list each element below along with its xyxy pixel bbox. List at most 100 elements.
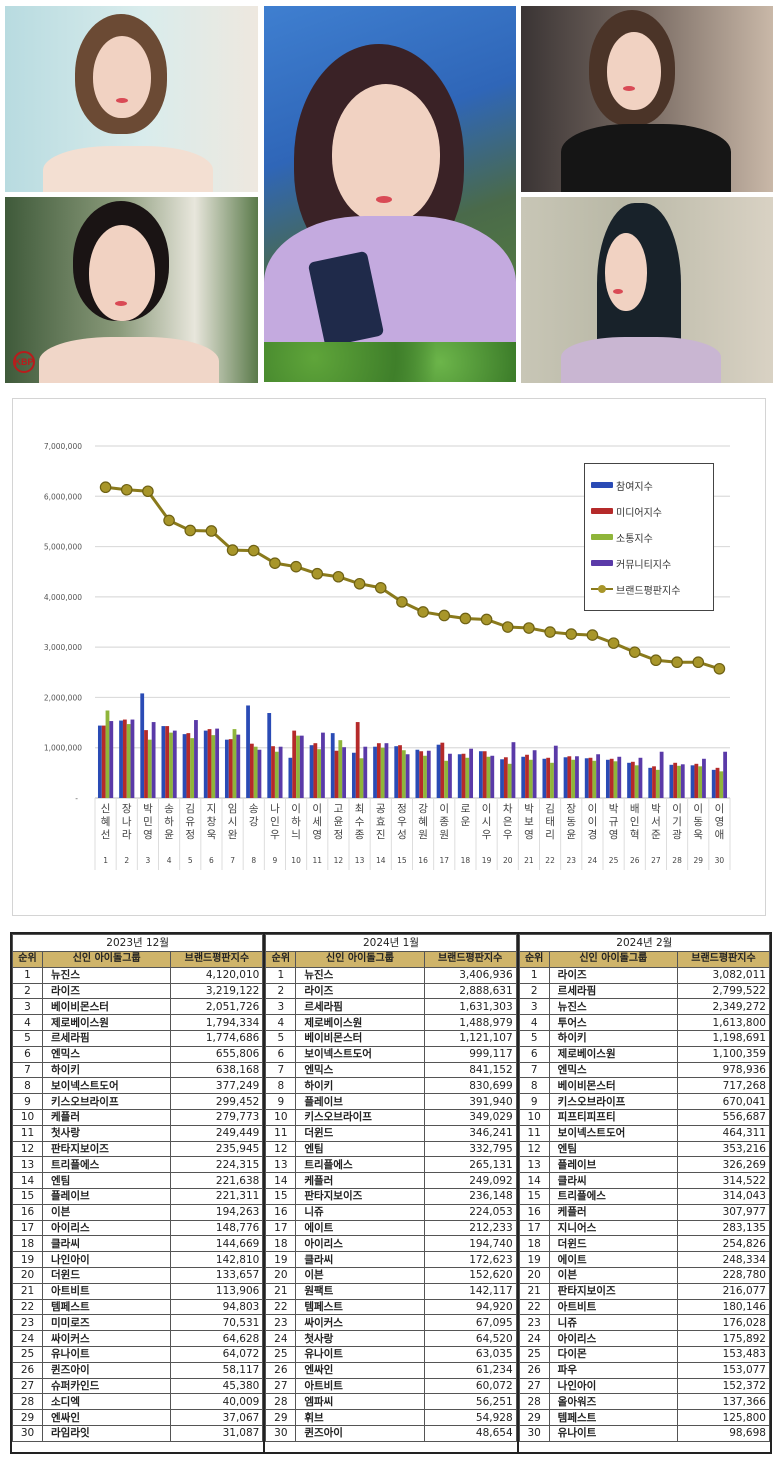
brand-index-cell: 64,072 <box>170 1345 264 1363</box>
line-marker <box>332 570 345 583</box>
rank-cell: 12 <box>265 1140 297 1158</box>
group-name-cell: 휘브 <box>295 1409 425 1426</box>
table-row: 15 트리플에스 314,043 <box>518 1187 770 1205</box>
rank-cell: 14 <box>518 1172 550 1189</box>
bar <box>550 762 554 798</box>
rank-cell: 30 <box>518 1424 550 1442</box>
rank-cell: 5 <box>265 1029 297 1047</box>
group-name-cell: 아트비트 <box>548 1298 678 1316</box>
table-row: 1 뉴진스 3,406,936 <box>265 966 517 984</box>
brand-index-cell: 152,620 <box>423 1266 517 1284</box>
group-name-cell: 엔싸인 <box>41 1409 172 1426</box>
table-row: 23 미미로즈 70,531 <box>12 1314 264 1332</box>
bar <box>592 760 597 798</box>
line-marker <box>565 628 578 640</box>
rank-cell: 20 <box>12 1266 43 1284</box>
brand-index-cell: 1,794,334 <box>170 1014 264 1031</box>
table-row: 3 뉴진스 2,349,272 <box>518 998 770 1016</box>
table-row: 17 아이리스 148,776 <box>12 1219 264 1237</box>
category-label-char: 나 <box>270 803 280 815</box>
brand-index-cell: 98,698 <box>676 1424 770 1442</box>
category-label-char: 우 <box>482 829 492 841</box>
bar <box>694 763 699 798</box>
category-label-char: 최 <box>355 803 365 815</box>
rank-cell: 21 <box>265 1282 297 1300</box>
group-name-cell: 유나이트 <box>295 1345 425 1363</box>
rank-cell: 5 <box>12 1029 43 1047</box>
table-row: 10 피프티피프티 556,687 <box>518 1108 770 1126</box>
group-name-cell: 하이키 <box>295 1077 425 1095</box>
bar <box>355 722 360 798</box>
line-marker <box>120 483 133 496</box>
table-row: 11 첫사랑 249,449 <box>12 1124 264 1142</box>
group-name-cell: 나인아이 <box>41 1251 172 1268</box>
group-name-cell: 라이즈 <box>41 982 172 1000</box>
table-row: 19 에이트 248,334 <box>518 1251 770 1268</box>
brand-index-cell: 3,219,122 <box>170 982 264 1000</box>
rank-tick-label: 26 <box>630 856 640 865</box>
rank-cell: 27 <box>265 1377 297 1395</box>
brand-index-cell: 172,623 <box>423 1251 517 1268</box>
table-row: 25 유나이트 64,072 <box>12 1345 264 1363</box>
brand-index-cell: 64,628 <box>170 1330 264 1347</box>
rank-cell: 3 <box>12 998 43 1016</box>
group-name-cell: 아이리스 <box>548 1330 678 1347</box>
bar <box>246 705 250 798</box>
brand-index-cell: 224,315 <box>170 1156 264 1174</box>
rank-cell: 9 <box>518 1093 550 1110</box>
bar <box>376 743 381 798</box>
table-row: 11 보이넥스트도어 464,311 <box>518 1124 770 1142</box>
group-name-cell: 더윈드 <box>548 1235 678 1253</box>
brand-index-cell: 299,452 <box>170 1093 264 1110</box>
rank-cell: 26 <box>265 1361 297 1379</box>
table-row: 4 제로베이스원 1,794,334 <box>12 1014 264 1031</box>
rank-cell: 17 <box>518 1219 550 1237</box>
bar <box>423 755 427 798</box>
ranking-tables: 2023년 12월 순위 신인 아이돌그룹 브랜드평판지수 1 뉴진스 4,120,0… <box>10 932 772 1454</box>
bar <box>613 761 618 798</box>
rank-cell: 8 <box>265 1077 297 1095</box>
table-row: 27 아트비트 60,072 <box>265 1377 517 1395</box>
y-tick-label: 6,000,000 <box>44 492 82 501</box>
table-row: 27 슈퍼카인드 45,380 <box>12 1377 264 1395</box>
group-name-cell: 에이트 <box>295 1219 425 1237</box>
category-label-char: 이 <box>715 803 725 815</box>
rank-cell: 18 <box>12 1235 43 1253</box>
table-row: 19 클라씨 172,623 <box>265 1251 517 1268</box>
table-row: 29 휘브 54,928 <box>265 1409 517 1426</box>
table-row: 2 라이즈 2,888,631 <box>265 982 517 1000</box>
bar <box>542 758 547 798</box>
column-header: 브랜드평판지수 <box>423 951 517 968</box>
y-tick-label: 7,000,000 <box>44 442 82 451</box>
group-name-cell: 엔믹스 <box>41 1045 172 1063</box>
table-row: 25 유나이트 63,035 <box>265 1345 517 1363</box>
table-row: 20 이븐 228,780 <box>518 1266 770 1284</box>
category-label-char: 은 <box>503 816 513 828</box>
rank-tick-label: 20 <box>503 856 513 865</box>
line-marker <box>713 662 726 675</box>
brand-index-cell: 153,483 <box>676 1345 770 1363</box>
rank-cell: 10 <box>518 1108 550 1126</box>
brand-index-cell: 113,906 <box>170 1282 264 1300</box>
y-tick-label: 1,000,000 <box>44 744 82 753</box>
brand-index-cell: 830,699 <box>423 1077 517 1095</box>
bar <box>292 730 297 798</box>
group-name-cell: 엔팀 <box>295 1140 425 1158</box>
bar <box>652 766 656 798</box>
category-label-char: 이 <box>672 803 682 815</box>
bar <box>144 730 148 798</box>
photo-bottom-left: KBP <box>5 197 258 383</box>
category-label-char: 운 <box>461 816 471 828</box>
bar <box>648 767 653 798</box>
group-name-cell: 템페스트 <box>41 1298 172 1316</box>
bar <box>190 738 195 798</box>
category-label-char: 하 <box>291 815 301 828</box>
brand-index-cell: 224,053 <box>423 1203 517 1221</box>
table-row: 22 아트비트 180,146 <box>518 1298 770 1316</box>
table-row: 30 유나이트 98,698 <box>518 1424 770 1442</box>
rank-tick-label: 27 <box>651 856 661 865</box>
y-tick-label: 4,000,000 <box>44 593 82 602</box>
rank-cell: 5 <box>518 1029 550 1047</box>
bar <box>609 758 614 798</box>
table-row: 5 르세라핌 1,774,686 <box>12 1029 264 1047</box>
